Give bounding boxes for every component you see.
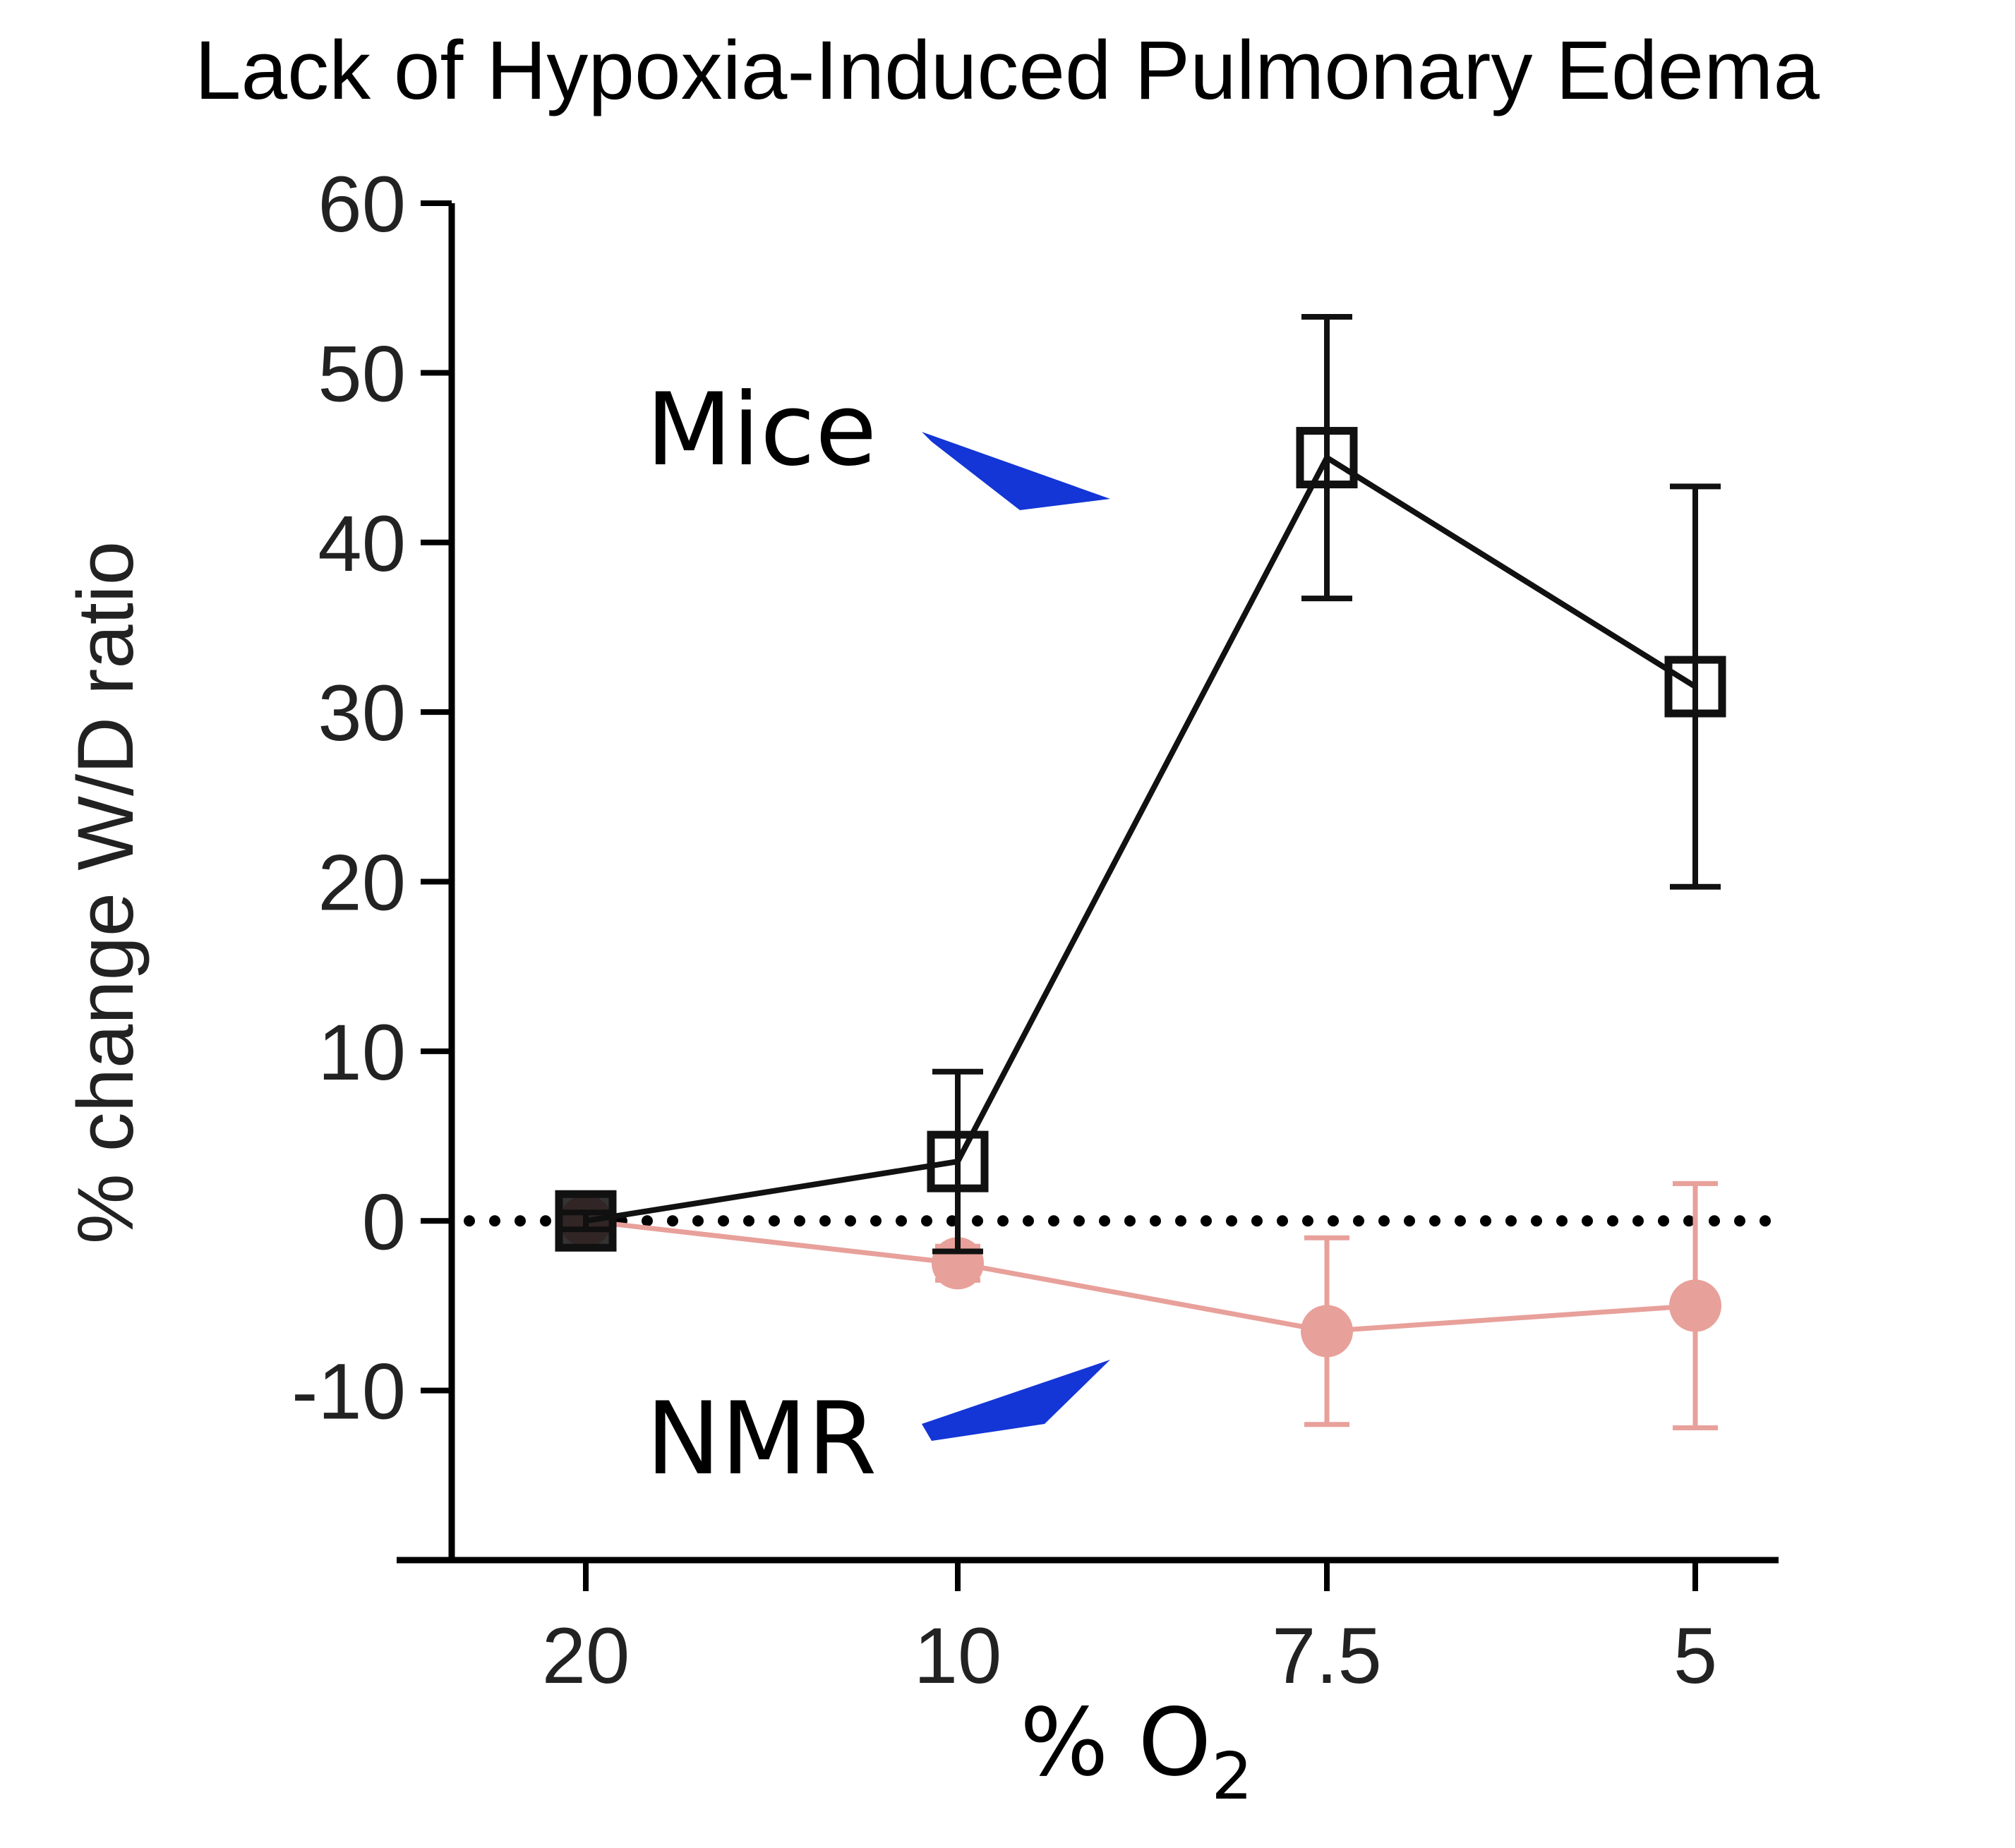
x-ticks: 20 10 7.5 5 [542,1560,1717,1700]
y-tick-label: 0 [362,1178,406,1266]
y-tick-label: 20 [318,839,406,927]
annotation-mice-label: Mice [646,372,877,488]
y-tick-label: -10 [291,1348,406,1436]
y-axis-label: % change W/D ratio [61,541,150,1244]
series-line-nmr [586,1221,1695,1331]
chart: Lack of Hypoxia-Induced Pulmonary Edema … [0,0,2015,1848]
data-point-circle [1669,1279,1721,1331]
x-axis-label-main: % O [1020,1689,1211,1797]
x-axis-label-subscript: 2 [1211,1739,1253,1814]
y-tick-label: 50 [318,330,406,418]
y-tick-label: 30 [318,669,406,757]
y-tick-label: 60 [318,160,406,248]
annotation-mice-arrow [922,432,1110,510]
x-tick-label: 10 [914,1612,1002,1700]
data-point-square [1668,660,1722,713]
x-tick-label: 5 [1673,1612,1717,1700]
annotation-nmr-arrow [922,1360,1110,1441]
x-axis-label: % O2 [1020,1689,1253,1814]
annotation-nmr-label: NMR [646,1381,877,1497]
x-tick-label: 7.5 [1272,1612,1382,1700]
y-tick-label: 40 [318,500,406,588]
y-ticks: -10 0 10 20 30 40 50 60 [291,160,452,1436]
data-point-square [1300,431,1354,485]
series-line-mice [586,458,1695,1221]
data-point-circle [1301,1305,1353,1357]
data-point-square [559,1194,613,1248]
data-point-square [931,1135,985,1188]
y-tick-label: 10 [318,1008,406,1097]
chart-title: Lack of Hypoxia-Induced Pulmonary Edema [195,24,1820,117]
x-tick-label: 20 [542,1612,630,1700]
